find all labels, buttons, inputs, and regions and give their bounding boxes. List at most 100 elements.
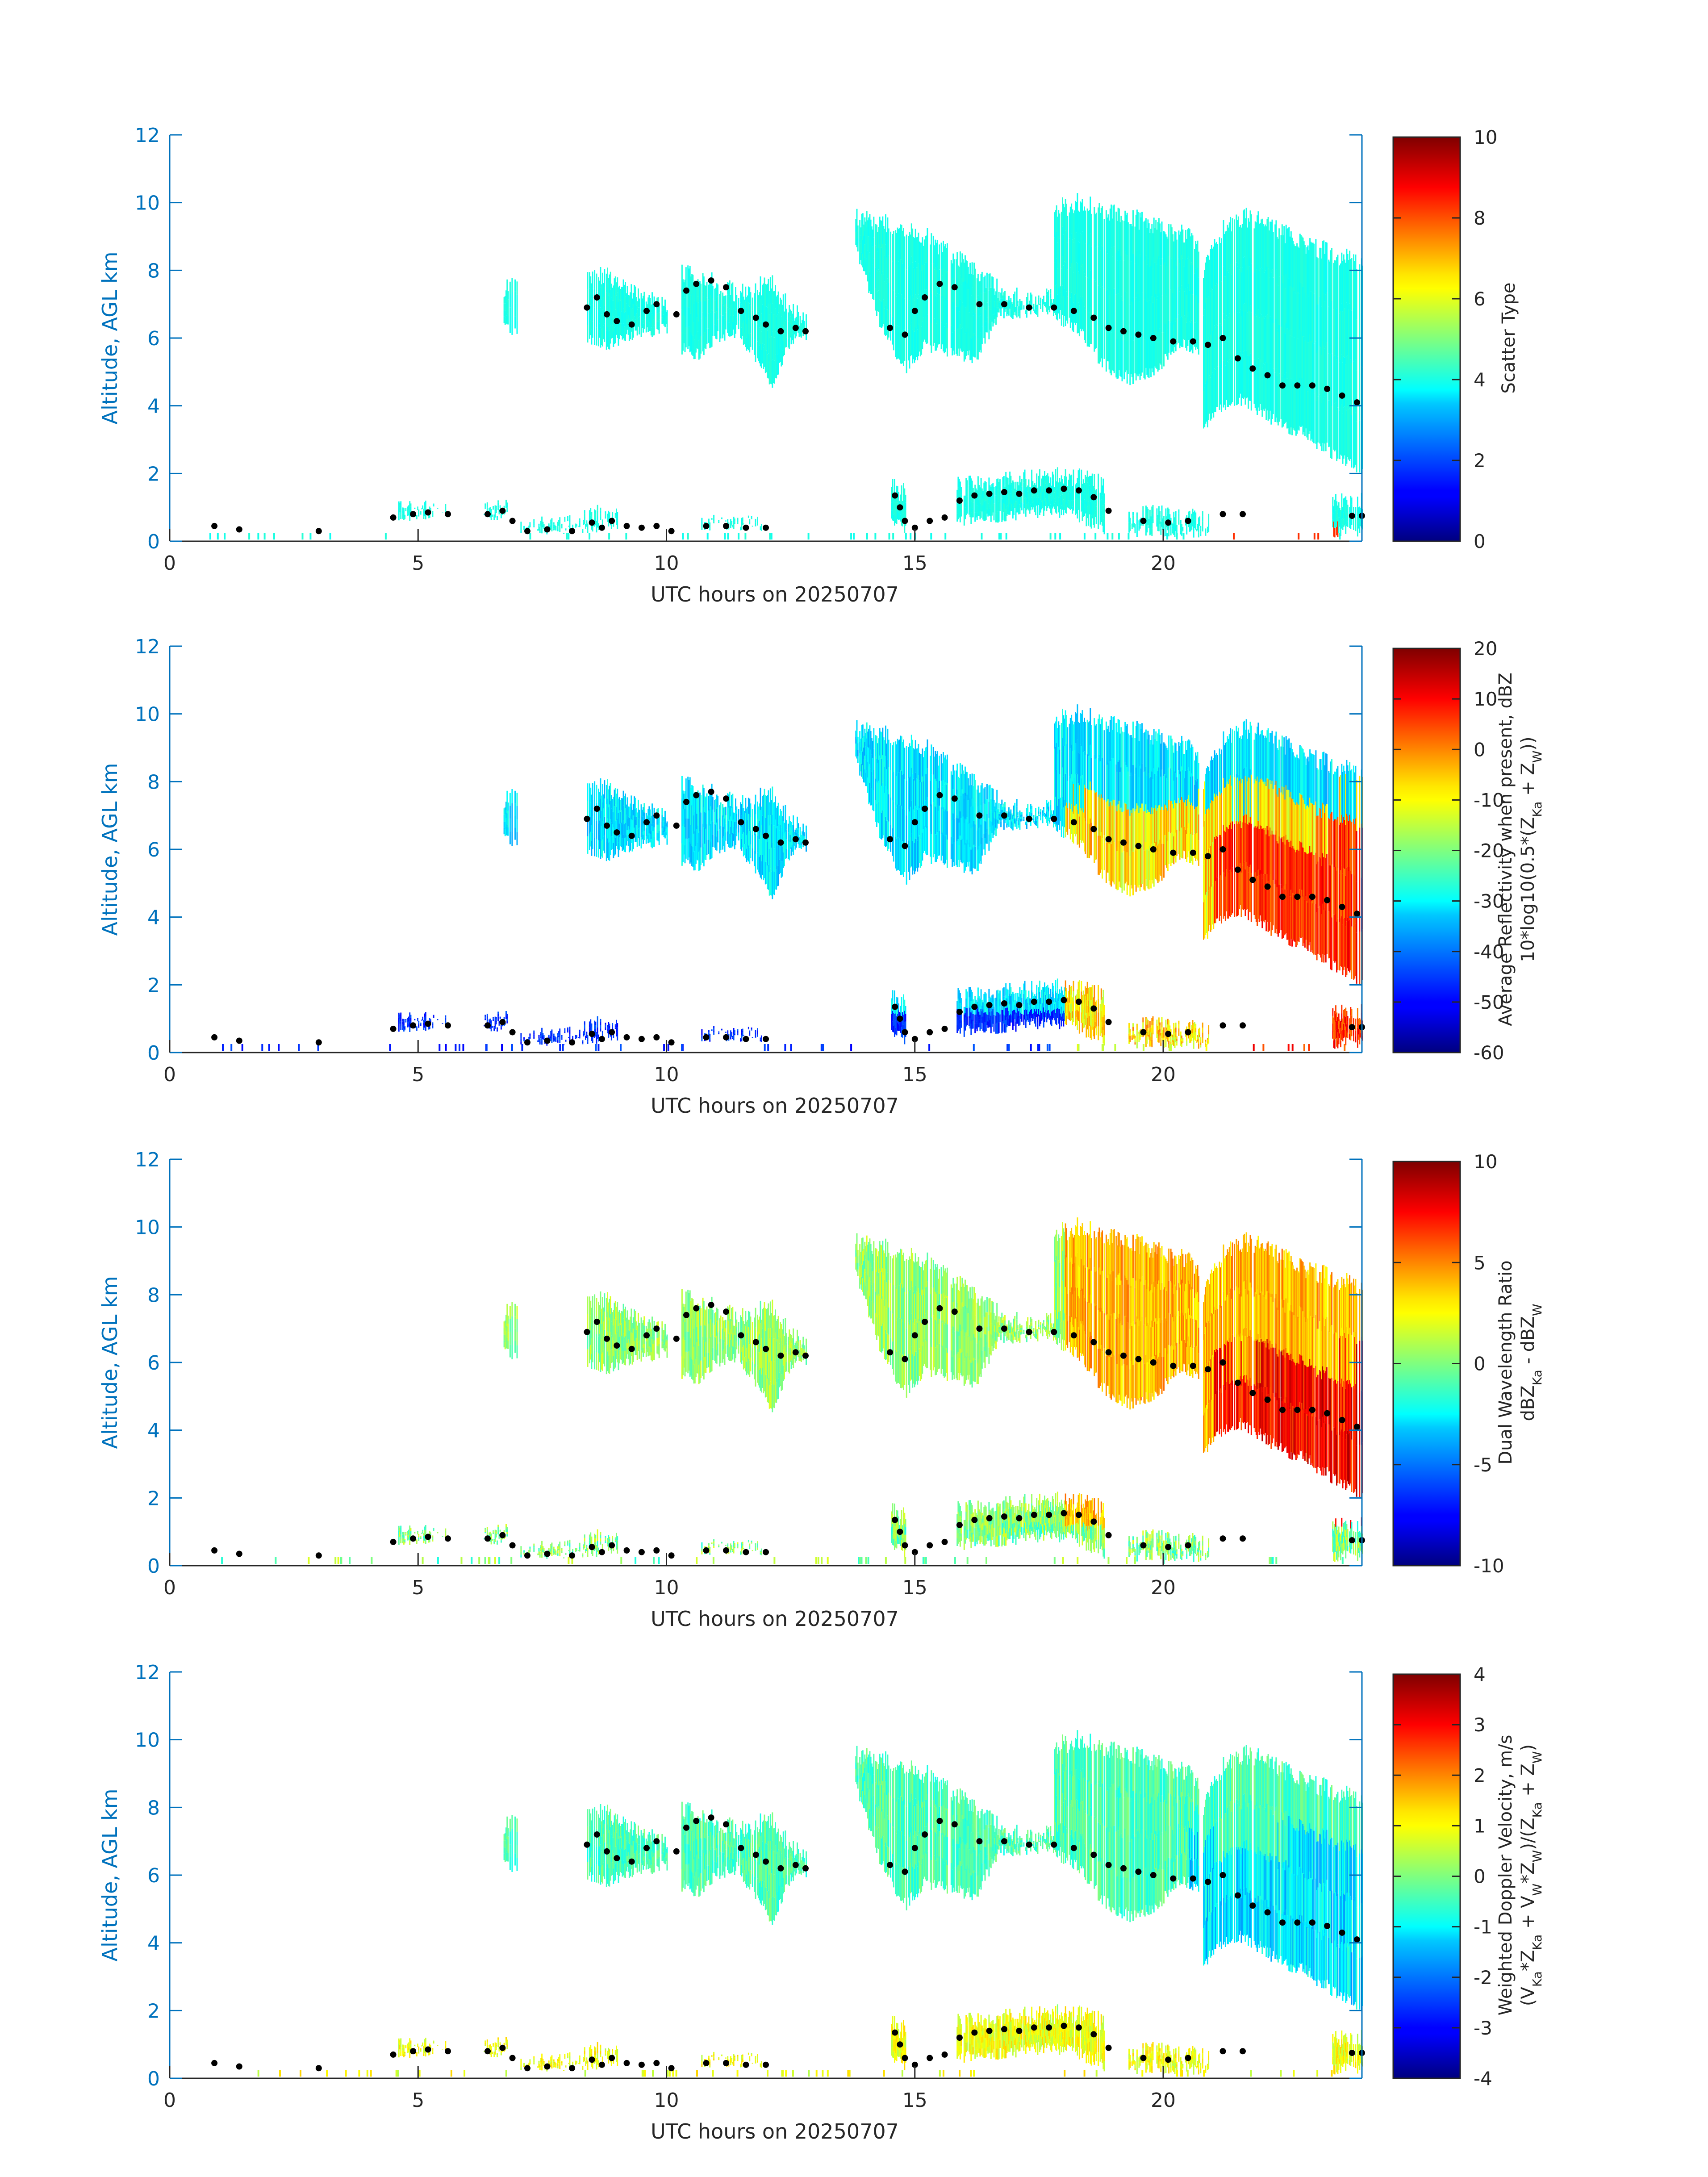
data-cell <box>1261 367 1263 417</box>
cloud-top-marker <box>752 314 759 321</box>
data-cell <box>1277 238 1279 286</box>
data-cell <box>1023 503 1025 514</box>
data-cell <box>902 264 903 297</box>
data-cell <box>743 832 744 844</box>
data-cell <box>1093 515 1094 525</box>
data-cell <box>582 529 584 530</box>
data-cell <box>729 322 731 337</box>
data-cell <box>1200 533 1202 536</box>
data-cell <box>748 798 749 814</box>
data-cell <box>1248 266 1249 313</box>
data-cell <box>1271 319 1273 369</box>
data-cell <box>1123 339 1125 380</box>
data-cell <box>696 333 698 349</box>
data-cell <box>1189 259 1190 291</box>
data-cell <box>1310 391 1312 441</box>
data-cell <box>703 807 705 827</box>
data-cell <box>734 518 735 520</box>
data-cell <box>1322 241 1324 292</box>
data-cell <box>635 809 636 820</box>
data-cell <box>1099 324 1101 362</box>
data-cell <box>1123 300 1125 340</box>
data-cell <box>631 330 633 340</box>
data-cell <box>1234 313 1235 359</box>
data-cell <box>601 839 603 858</box>
cloud-top-marker <box>887 325 894 331</box>
data-cell <box>1205 343 1207 384</box>
data-cell <box>1047 473 1048 482</box>
data-cell <box>594 307 596 326</box>
data-cell <box>1115 294 1117 336</box>
data-cell <box>855 238 857 245</box>
data-cell <box>589 519 590 522</box>
data-cell <box>1012 480 1014 490</box>
data-cell <box>1264 270 1266 317</box>
data-cell <box>1271 269 1273 319</box>
data-cell <box>984 326 986 344</box>
data-cell <box>1111 332 1112 376</box>
data-cell <box>1195 295 1197 323</box>
data-cell <box>539 531 541 533</box>
data-cell <box>914 238 915 269</box>
data-cell <box>605 517 606 519</box>
data-cell <box>1198 277 1199 303</box>
data-cell <box>503 297 505 304</box>
data-cell <box>1200 526 1202 529</box>
data-cell <box>1344 357 1345 407</box>
data-cell <box>869 272 871 292</box>
data-cell <box>1099 516 1101 525</box>
data-cell <box>760 527 762 529</box>
data-cell <box>1148 519 1150 522</box>
data-cell <box>610 325 612 339</box>
data-cell <box>1046 300 1048 306</box>
data-cell <box>1286 328 1288 379</box>
data-cell <box>1266 314 1268 363</box>
data-cell <box>724 307 726 318</box>
data-cell <box>1141 252 1143 292</box>
data-cell <box>992 505 994 513</box>
data-cell <box>719 817 721 830</box>
data-cell <box>1007 478 1009 488</box>
data-cell <box>540 521 542 522</box>
data-cell <box>990 299 992 310</box>
data-cell <box>904 330 906 361</box>
data-cell <box>1321 258 1323 307</box>
data-cell <box>1045 491 1047 499</box>
data-cell <box>1064 501 1065 510</box>
data-cell <box>1077 490 1079 500</box>
data-cell <box>1132 340 1134 384</box>
data-cell <box>986 272 988 288</box>
data-cell <box>725 312 727 321</box>
data-cell <box>1343 519 1345 527</box>
data-cell <box>944 244 946 271</box>
data-cell <box>627 806 629 817</box>
data-cell <box>736 302 738 310</box>
data-cell <box>656 832 658 840</box>
data-cell <box>720 303 722 315</box>
data-cell <box>635 819 636 831</box>
data-cell <box>609 293 610 312</box>
data-cell <box>719 829 721 842</box>
data-cell <box>991 508 993 516</box>
data-cell <box>932 263 934 291</box>
cloud-top-marker <box>1105 507 1112 514</box>
data-cell <box>1069 206 1071 237</box>
data-cell <box>923 246 924 270</box>
data-cell <box>1131 339 1133 377</box>
data-cell <box>970 274 972 296</box>
data-cell <box>1173 269 1175 297</box>
data-cell <box>1144 220 1146 260</box>
data-cell <box>1031 301 1033 305</box>
data-cell <box>896 264 898 297</box>
data-cell <box>1021 502 1023 510</box>
data-cell <box>921 326 923 355</box>
data-cell <box>555 528 557 530</box>
data-cell <box>937 254 939 277</box>
data-cell <box>1156 299 1158 334</box>
data-cell <box>1337 356 1339 408</box>
data-cell <box>647 316 648 322</box>
data-cell <box>987 503 989 510</box>
data-cell <box>631 308 632 320</box>
data-cell <box>596 309 597 328</box>
data-cell <box>610 819 611 837</box>
